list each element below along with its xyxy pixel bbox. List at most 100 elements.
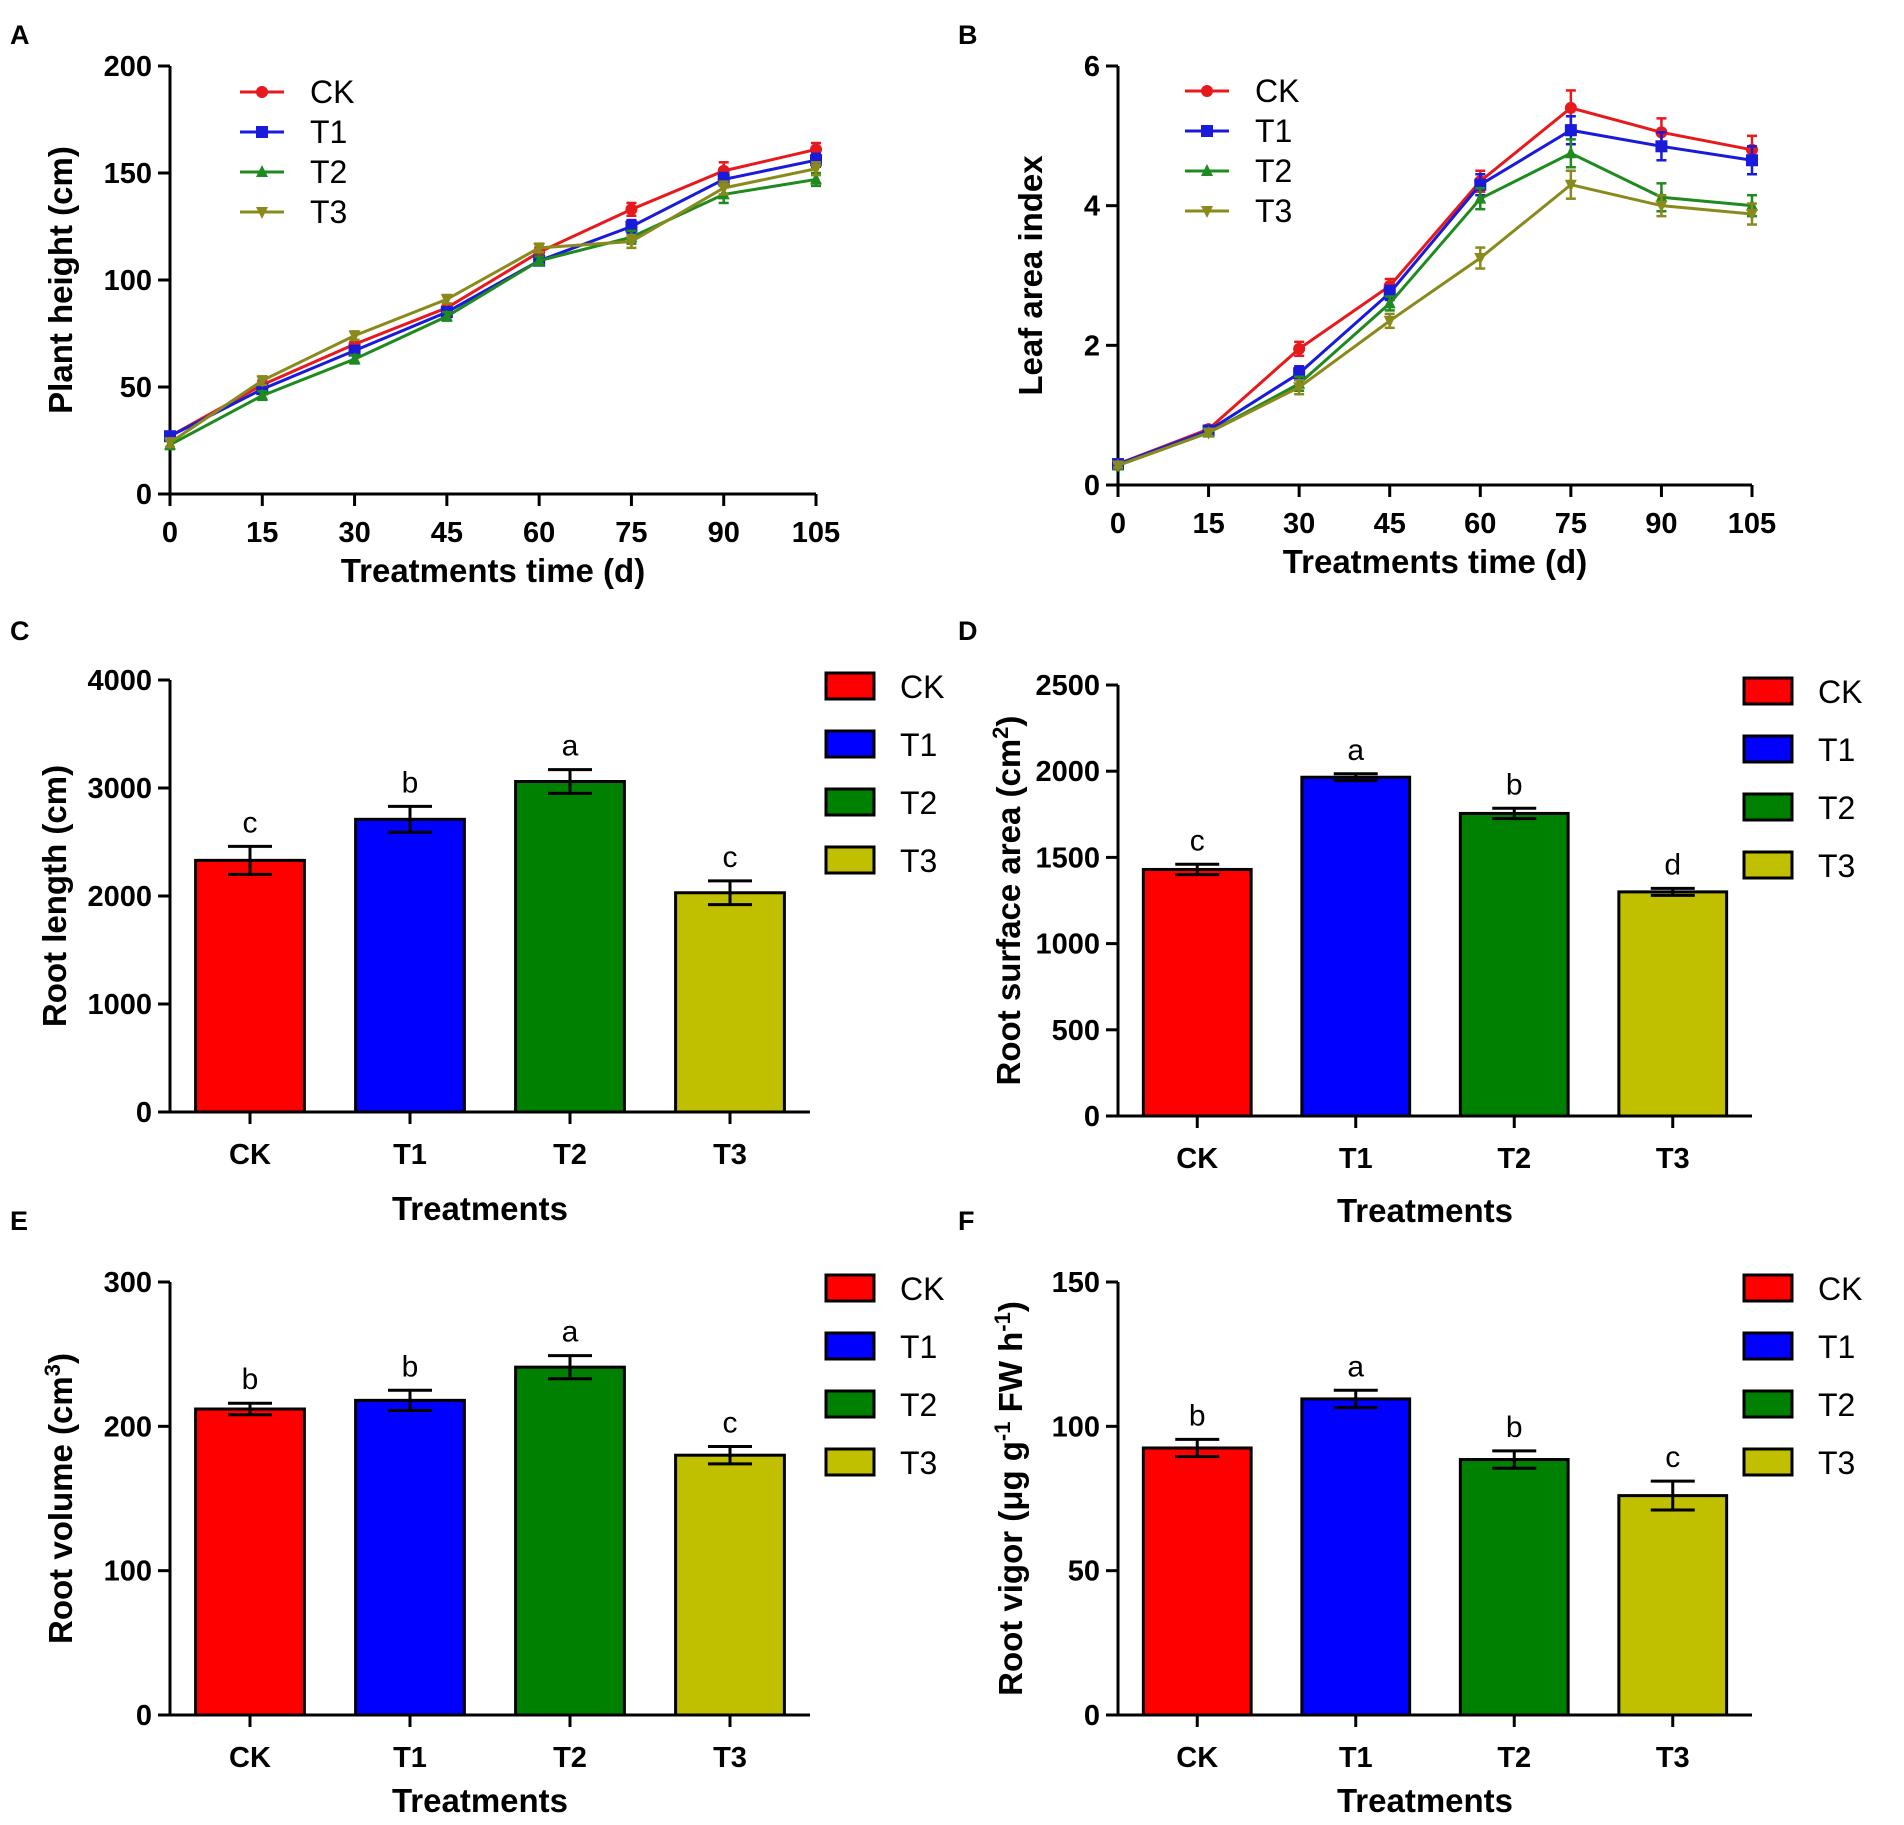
series-line-A-T2 bbox=[169, 177, 817, 447]
bar-C-T2 bbox=[514, 780, 626, 1114]
series-line-A-T3 bbox=[169, 167, 817, 444]
data-point-A-CK bbox=[810, 143, 822, 156]
legend-label-D-T1: T1 bbox=[1818, 732, 1855, 768]
data-point-B-T1 bbox=[1746, 154, 1758, 167]
data-point-A-T3 bbox=[440, 294, 453, 307]
data-point-A-T1 bbox=[625, 220, 638, 233]
y-tick-label-D: 2000 bbox=[1035, 756, 1100, 788]
legend-swatch-F-T2 bbox=[1742, 1389, 1794, 1419]
significance-letter-F-CK: b bbox=[1189, 1399, 1206, 1432]
data-point-B-T3 bbox=[1655, 200, 1668, 213]
legend-swatch-C-T3 bbox=[824, 845, 876, 875]
legend-label-C-T2: T2 bbox=[900, 785, 937, 821]
legend-label-F-CK: CK bbox=[1818, 1271, 1862, 1307]
legend-marker-B-CK bbox=[1201, 85, 1213, 97]
x-tick-label-D-T3: T3 bbox=[1656, 1143, 1690, 1175]
x-tick-label-C-T1: T1 bbox=[393, 1139, 427, 1171]
bar-D-T2 bbox=[1458, 811, 1570, 1118]
x-tick-label-B: 90 bbox=[1645, 508, 1677, 540]
x-tick-label-F-T2: T2 bbox=[1497, 1742, 1531, 1774]
bar-E-T2 bbox=[514, 1365, 626, 1717]
x-axis-title-C: Treatments bbox=[392, 1190, 568, 1227]
y-axis-title-part: Root vigor (μg g bbox=[992, 1441, 1029, 1696]
panel-label-C: C bbox=[10, 616, 30, 646]
x-tick-label-A: 90 bbox=[708, 517, 740, 549]
legend-swatch-F-T3 bbox=[1742, 1447, 1794, 1477]
legend-label-C-T3: T3 bbox=[900, 843, 937, 879]
significance-letter-C-CK: c bbox=[243, 806, 258, 839]
y-tick-label-C: 1000 bbox=[87, 989, 152, 1021]
y-tick-label-A: 150 bbox=[104, 158, 152, 190]
y-axis-title-part: ) bbox=[992, 1301, 1029, 1312]
y-tick-label-D: 1000 bbox=[1035, 929, 1100, 961]
legend-label-D-T3: T3 bbox=[1818, 848, 1855, 884]
data-point-A-T2 bbox=[533, 253, 546, 266]
legend-label-A-T2: T2 bbox=[310, 154, 347, 190]
data-point-B-T3 bbox=[1746, 209, 1758, 222]
y-tick-label-E: 200 bbox=[104, 1411, 152, 1443]
data-point-A-CK bbox=[625, 203, 638, 216]
data-point-B-T1 bbox=[1564, 124, 1577, 137]
y-axis-title-sup: -1 bbox=[990, 1312, 1015, 1332]
significance-letter-E-CK: b bbox=[242, 1363, 259, 1396]
legend-marker-B-T2 bbox=[1201, 164, 1213, 176]
y-tick-label-A: 50 bbox=[120, 372, 152, 404]
significance-letter-C-T1: b bbox=[402, 766, 419, 799]
legend-swatch-D-CK bbox=[1742, 676, 1794, 706]
x-tick-label-B: 0 bbox=[1110, 508, 1126, 540]
legend-label-E-CK: CK bbox=[900, 1271, 944, 1307]
x-tick-label-C-CK: CK bbox=[229, 1139, 271, 1171]
legend-swatch-E-CK bbox=[824, 1273, 876, 1303]
bar-F-CK bbox=[1141, 1446, 1253, 1717]
series-line-B-CK bbox=[1117, 106, 1753, 466]
legend-swatch-E-T3 bbox=[824, 1447, 876, 1477]
legend-label-C-CK: CK bbox=[900, 669, 944, 705]
significance-letter-E-T1: b bbox=[402, 1350, 419, 1383]
data-point-B-T3 bbox=[1293, 382, 1306, 395]
y-axis-title-part: Root length (cm) bbox=[36, 765, 73, 1027]
legend-label-B-T1: T1 bbox=[1255, 113, 1292, 149]
x-tick-label-E-T1: T1 bbox=[393, 1742, 427, 1774]
y-tick-label-C: 0 bbox=[136, 1097, 152, 1129]
y-axis-title-part: ) bbox=[42, 1353, 79, 1364]
bar-C-T1 bbox=[354, 817, 466, 1114]
data-point-B-T3 bbox=[1474, 253, 1487, 266]
series-line-B-T3 bbox=[1117, 183, 1753, 467]
data-point-A-T3 bbox=[256, 375, 269, 388]
bar-D-CK bbox=[1141, 867, 1253, 1118]
y-axis-title-sup: -1 bbox=[990, 1421, 1015, 1441]
y-tick-label-E: 100 bbox=[104, 1556, 152, 1588]
data-point-B-T1 bbox=[1655, 140, 1668, 153]
panel-label-D: D bbox=[958, 616, 978, 646]
data-point-A-T3 bbox=[348, 330, 361, 343]
legend-marker-B-T1 bbox=[1201, 125, 1213, 137]
bar-C-CK bbox=[194, 858, 306, 1114]
y-tick-label-C: 4000 bbox=[87, 665, 152, 697]
data-point-A-T3 bbox=[625, 236, 638, 249]
y-axis-title-A: Plant height (cm) bbox=[42, 146, 79, 414]
y-axis-title-part: Root volume (cm bbox=[42, 1376, 79, 1644]
legend-label-E-T3: T3 bbox=[900, 1445, 937, 1481]
legend-swatch-D-T3 bbox=[1742, 850, 1794, 880]
data-point-A-T3 bbox=[717, 182, 730, 195]
bar-F-T1 bbox=[1300, 1397, 1412, 1717]
legend-label-C-T1: T1 bbox=[900, 727, 937, 763]
legend-label-E-T2: T2 bbox=[900, 1387, 937, 1423]
x-axis-title-D: Treatments bbox=[1337, 1192, 1513, 1229]
x-tick-label-A: 105 bbox=[792, 517, 840, 549]
x-tick-label-D-T1: T1 bbox=[1339, 1143, 1373, 1175]
significance-letter-E-T3: c bbox=[723, 1407, 738, 1440]
y-tick-label-F: 150 bbox=[1052, 1267, 1100, 1299]
data-point-B-T2 bbox=[1383, 296, 1396, 309]
panel-label-E: E bbox=[10, 1206, 28, 1236]
y-tick-label-E: 0 bbox=[136, 1700, 152, 1732]
y-axis-title-D: Root surface area (cm2) bbox=[988, 716, 1028, 1086]
x-tick-label-A: 0 bbox=[162, 517, 178, 549]
panel-label-A: A bbox=[10, 20, 30, 50]
x-tick-label-A: 30 bbox=[338, 517, 370, 549]
x-tick-label-A: 45 bbox=[431, 517, 463, 549]
legend-swatch-F-CK bbox=[1742, 1273, 1794, 1303]
y-axis-title-F: Root vigor (μg g-1 FW h-1) bbox=[990, 1301, 1030, 1696]
y-tick-label-D: 500 bbox=[1052, 1015, 1100, 1047]
legend-label-A-T1: T1 bbox=[310, 114, 347, 150]
